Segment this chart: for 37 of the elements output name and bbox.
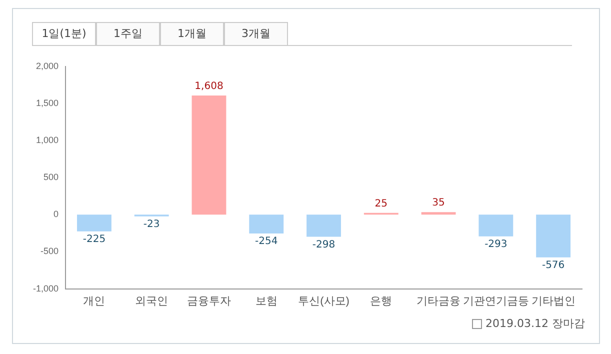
data-label: -23 xyxy=(143,218,160,230)
x-tick-label: 은행 xyxy=(370,295,392,308)
bar xyxy=(249,214,284,234)
text: 1주일 xyxy=(96,22,160,45)
x-tick-label: 외국인 xyxy=(135,295,168,308)
bar xyxy=(76,214,112,232)
x-tick-label: 보험 xyxy=(255,295,278,308)
y-tick-label: 1,000 xyxy=(36,135,59,146)
data-label: 25 xyxy=(374,198,388,210)
y-tick-label: -500 xyxy=(40,246,59,256)
y-tick-label: 500 xyxy=(43,172,59,182)
text: 2019.03.12 장마감 xyxy=(486,316,585,331)
text: 1개월 xyxy=(160,22,224,45)
bar xyxy=(478,214,514,236)
y-tick-label: 1,500 xyxy=(36,98,59,108)
x-tick-label: 기타법인 xyxy=(531,295,576,308)
bar xyxy=(306,214,341,237)
bar xyxy=(536,214,571,258)
data-label: -576 xyxy=(542,260,565,271)
y-tick-label: -1,000 xyxy=(32,283,59,294)
x-tick-label: 투신(사모) xyxy=(298,295,350,308)
data-label: 1,608 xyxy=(194,81,224,92)
x-tick-label: 금융투자 xyxy=(186,295,231,308)
x-tick-label: 개인 xyxy=(83,295,106,308)
bar xyxy=(192,95,226,215)
data-label: -225 xyxy=(82,234,106,245)
y-tick-label: 0 xyxy=(54,209,59,220)
data-label: -293 xyxy=(484,238,508,250)
text: 3개월 xyxy=(224,22,288,45)
bar xyxy=(421,212,456,215)
data-label: -254 xyxy=(255,236,278,248)
text: 1일(1분) xyxy=(32,22,96,45)
x-tick-label: 기관연기금등 xyxy=(462,295,529,308)
x-tick-label: 기타금융 xyxy=(416,295,461,308)
data-label: 35 xyxy=(432,198,445,209)
data-label: -298 xyxy=(312,239,336,250)
y-tick-label: 2,000 xyxy=(36,60,59,71)
